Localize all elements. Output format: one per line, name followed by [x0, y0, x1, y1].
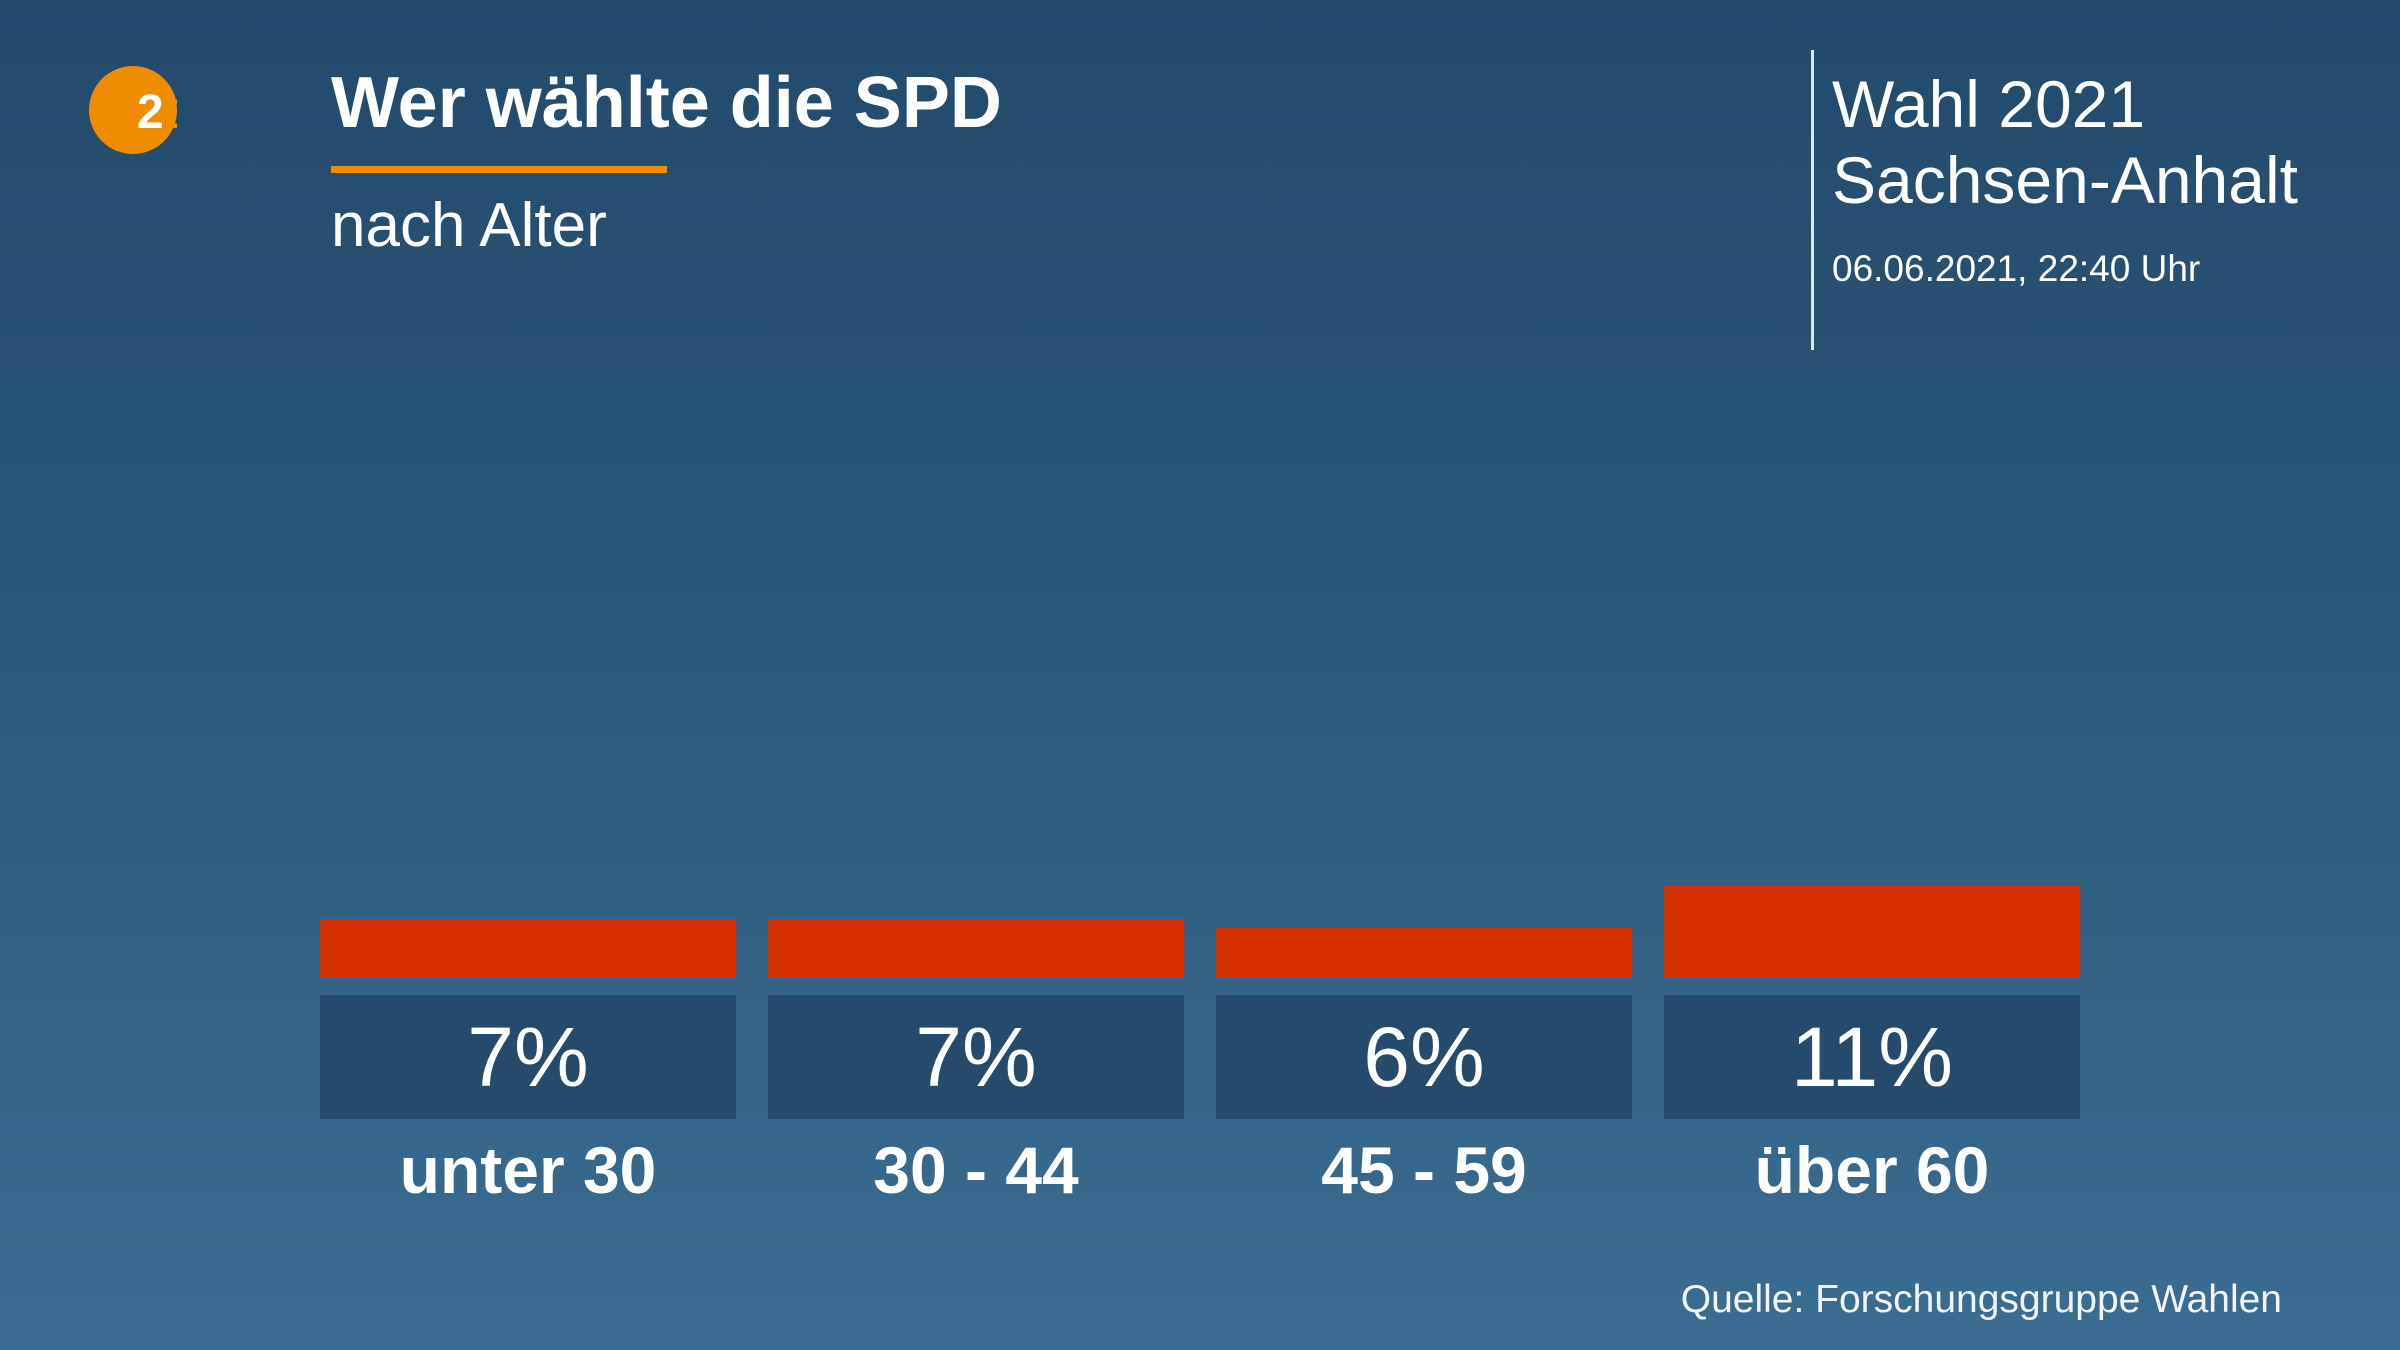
bar: [1216, 927, 1632, 978]
category-label: unter 30: [399, 1133, 657, 1207]
bar: [768, 919, 1184, 978]
logo-z: 2: [137, 86, 164, 139]
election-region: Sachsen-Anhalt: [1832, 143, 2298, 217]
chart-subtitle: nach Alter: [331, 191, 607, 260]
election-name: Wahl 2021: [1832, 67, 2146, 141]
title-underline: [331, 166, 667, 173]
election-info: Wahl 2021 Sachsen-Anhalt: [1832, 66, 2298, 218]
category-label: 45 - 59: [1321, 1133, 1527, 1207]
value-label: 6%: [1216, 995, 1632, 1119]
bar: [320, 919, 736, 978]
value-label: 11%: [1664, 995, 2080, 1119]
value-label: 7%: [768, 995, 1184, 1119]
election-datetime: 06.06.2021, 22:40 Uhr: [1832, 248, 2201, 289]
category-label: 30 - 44: [873, 1133, 1079, 1207]
logo-df: DF: [165, 90, 177, 137]
header-divider: [1811, 50, 1814, 350]
bar: [1664, 885, 2080, 978]
zdf-logo: 2 DF: [89, 66, 177, 154]
value-label: 7%: [320, 995, 736, 1119]
category-label: über 60: [1754, 1133, 1990, 1207]
logo-circle: [89, 66, 177, 154]
chart-title: Wer wählte die SPD: [331, 63, 1002, 143]
source-note: Quelle: Forschungsgruppe Wahlen: [1680, 1278, 2282, 1321]
